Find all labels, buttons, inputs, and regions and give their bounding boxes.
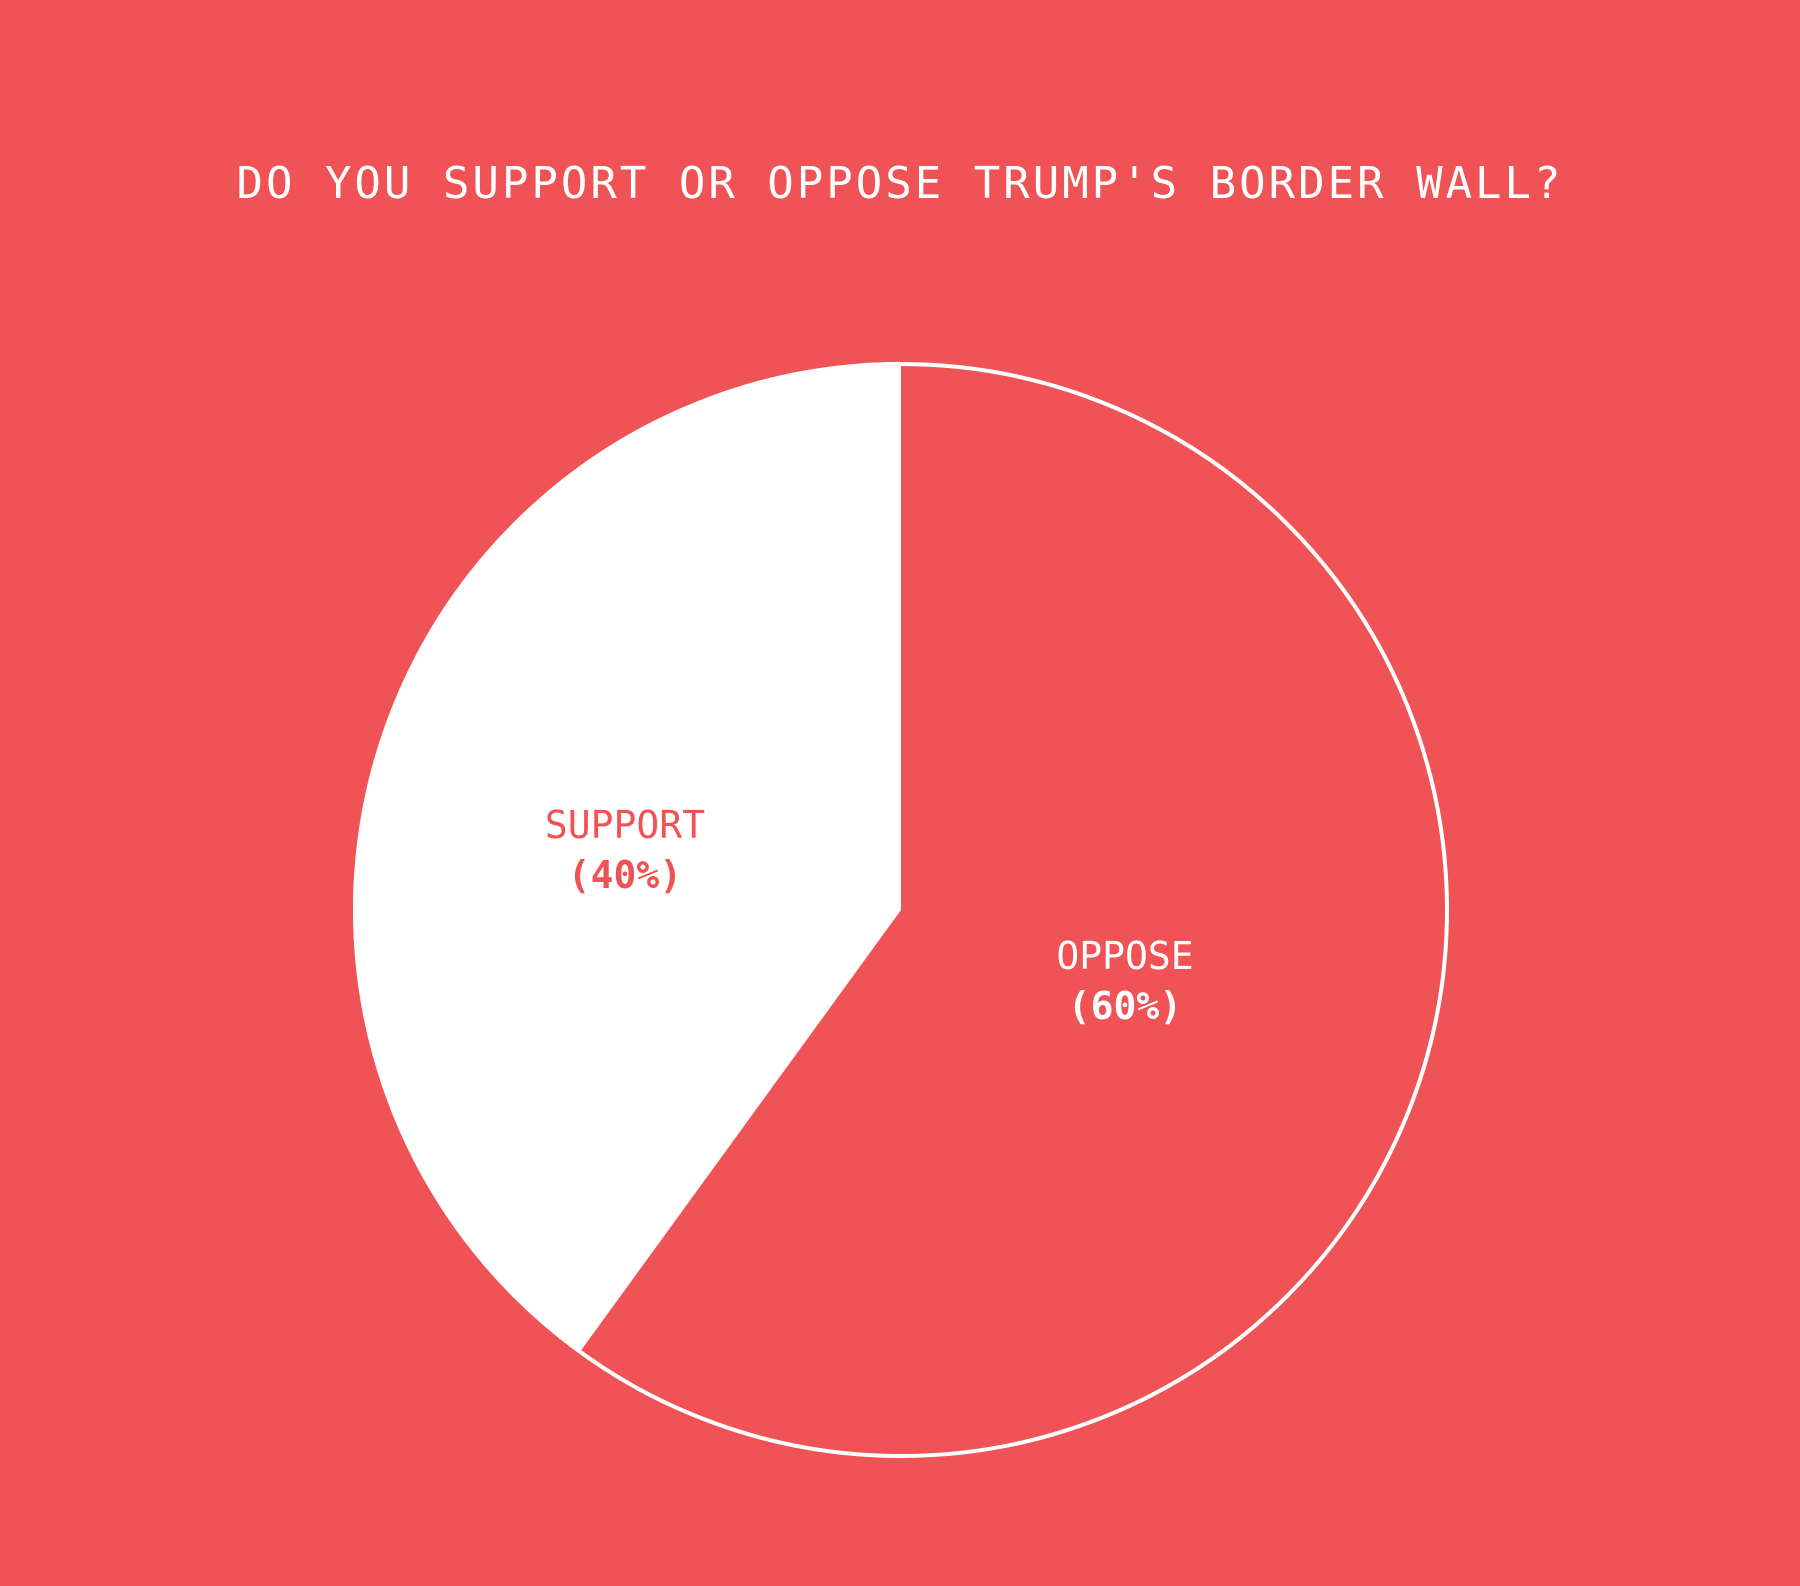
support-label-value: (40%): [567, 853, 683, 897]
support-label: SUPPORT (40%): [475, 800, 775, 900]
oppose-label: OPPOSE (60%): [975, 931, 1275, 1031]
support-label-name: SUPPORT: [544, 803, 706, 847]
oppose-label-name: OPPOSE: [1056, 934, 1194, 978]
chart-title: DO YOU SUPPORT OR OPPOSE TRUMP'S BORDER …: [236, 158, 1564, 209]
support-slice: [353, 362, 901, 1354]
oppose-label-value: (60%): [1067, 984, 1183, 1028]
